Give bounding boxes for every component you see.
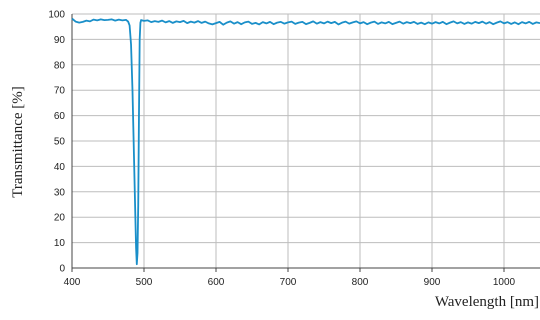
y-tick-label: 10 bbox=[54, 238, 66, 249]
y-tick-label: 90 bbox=[54, 35, 66, 46]
y-tick-label: 40 bbox=[54, 162, 66, 173]
grid bbox=[72, 13, 540, 268]
y-tick-label: 0 bbox=[59, 264, 65, 275]
y-tick-label: 100 bbox=[48, 10, 65, 21]
x-tick-label: 500 bbox=[136, 277, 153, 288]
x-tick-label: 1000 bbox=[493, 277, 516, 288]
y-tick-label: 30 bbox=[54, 187, 66, 198]
transmittance-line bbox=[71, 17, 540, 266]
x-tick-label: 600 bbox=[208, 277, 225, 288]
tick-labels: 0 10 20 30 40 50 60 70 80 90 100 400 500 600 700 800 900… bbox=[48, 10, 515, 289]
y-tick-label: 20 bbox=[54, 213, 66, 224]
x-tick-label: 700 bbox=[280, 277, 297, 288]
x-axis-label: Wavelength [nm] bbox=[435, 294, 539, 310]
plot-frame bbox=[71, 14, 540, 272]
y-tick-label: 70 bbox=[54, 86, 66, 97]
y-tick-label: 80 bbox=[54, 60, 66, 71]
y-axis-label: Transmittance [%] bbox=[10, 86, 26, 198]
y-tick-label: 60 bbox=[54, 111, 66, 122]
x-tick-label: 800 bbox=[352, 277, 369, 288]
x-tick-label: 400 bbox=[64, 277, 81, 288]
y-tick-label: 50 bbox=[54, 137, 66, 148]
x-tick-label: 900 bbox=[424, 277, 441, 288]
